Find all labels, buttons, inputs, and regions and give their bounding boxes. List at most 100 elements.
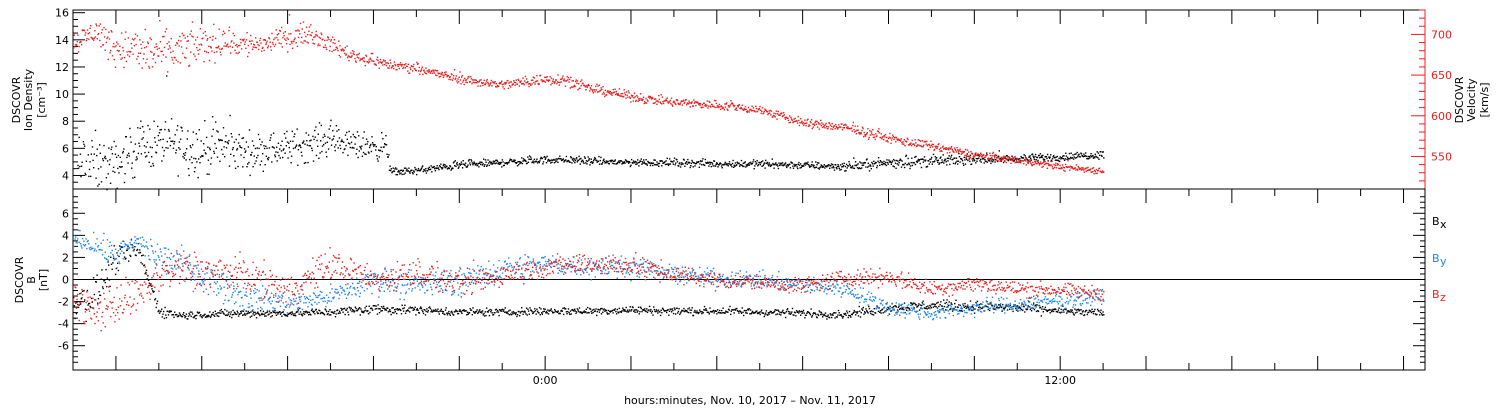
velocity-point: [747, 106, 750, 109]
velocity-point: [128, 55, 131, 58]
velocity-point: [116, 49, 119, 52]
bx-point: [214, 310, 216, 312]
velocity-point: [167, 48, 169, 50]
velocity-point: [242, 39, 244, 41]
bx-point: [246, 312, 249, 314]
density-point: [1100, 154, 1103, 157]
density-point: [764, 167, 766, 169]
velocity-point: [319, 44, 321, 47]
bx-point: [476, 309, 478, 311]
density-point: [854, 164, 856, 167]
bx-point: [797, 310, 799, 313]
velocity-point: [465, 79, 468, 81]
velocity-point: [895, 141, 897, 143]
bx-point: [501, 308, 504, 311]
density-point: [291, 130, 293, 133]
density-point: [263, 147, 266, 150]
density-point: [207, 159, 210, 161]
density-point: [221, 148, 223, 151]
velocity-point: [220, 48, 223, 50]
velocity-point: [636, 96, 639, 98]
bx-point: [987, 308, 989, 311]
velocity-point: [364, 64, 366, 67]
density-point: [228, 165, 231, 167]
velocity-point: [906, 141, 908, 143]
density-point: [928, 163, 930, 165]
density-point: [542, 163, 544, 165]
bx-point: [420, 307, 423, 309]
velocity-point: [1048, 163, 1050, 166]
velocity-point: [118, 50, 120, 52]
velocity-point: [165, 28, 168, 30]
bx-point: [208, 315, 210, 317]
density-point: [335, 144, 337, 146]
velocity-point: [696, 101, 698, 103]
bx-point: [220, 308, 223, 311]
density-point: [462, 160, 464, 162]
bx-point: [802, 311, 804, 313]
density-point: [971, 158, 973, 160]
velocity-point: [937, 143, 939, 146]
bx-point: [793, 314, 795, 316]
density-point: [1083, 153, 1085, 155]
velocity-point: [739, 107, 742, 110]
velocity-point: [451, 79, 454, 81]
density-point: [652, 162, 655, 164]
velocity-point: [445, 74, 448, 76]
velocity-point: [776, 113, 779, 115]
velocity-point: [955, 149, 957, 152]
velocity-point: [947, 149, 950, 151]
bx-point: [224, 308, 226, 311]
velocity-point: [775, 110, 778, 112]
velocity-point: [801, 120, 803, 122]
velocity-point: [889, 132, 891, 135]
density-point: [219, 160, 221, 163]
velocity-point: [261, 50, 263, 52]
bx-point: [218, 312, 221, 314]
velocity-point: [843, 127, 845, 129]
density-point: [973, 160, 976, 162]
velocity-point: [317, 44, 319, 47]
density-point: [580, 157, 582, 160]
velocity-point: [727, 105, 730, 107]
velocity-point: [227, 43, 229, 45]
velocity-point: [142, 41, 144, 43]
density-point: [500, 161, 502, 164]
bx-point: [324, 308, 326, 310]
density-point: [442, 164, 444, 167]
density-point: [404, 172, 406, 174]
density-point: [1102, 151, 1104, 153]
density-point: [379, 149, 382, 152]
velocity-point: [382, 59, 385, 61]
density-point: [1057, 160, 1060, 162]
velocity-point: [464, 79, 467, 81]
density-point: [281, 140, 283, 142]
bx-point: [531, 310, 533, 313]
bx-point: [937, 301, 939, 304]
bx-point: [168, 311, 170, 313]
velocity-point: [496, 86, 498, 88]
bx-point: [188, 312, 190, 315]
density-point: [894, 159, 896, 162]
velocity-point: [176, 43, 179, 45]
density-point: [399, 169, 402, 172]
bx-point: [157, 310, 159, 313]
velocity-point: [666, 100, 668, 102]
density-point: [350, 141, 353, 144]
velocity-point: [454, 78, 456, 80]
velocity-point: [843, 124, 845, 126]
density-point: [823, 164, 825, 166]
velocity-point: [142, 58, 145, 60]
bx-point: [740, 312, 743, 314]
velocity-point: [95, 23, 97, 25]
density-point: [192, 131, 194, 133]
velocity-point: [160, 50, 162, 53]
density-point: [772, 163, 775, 166]
density-point: [845, 163, 848, 166]
velocity-point: [456, 80, 458, 82]
velocity-point: [421, 68, 423, 70]
velocity-point: [754, 111, 756, 113]
velocity-point: [1074, 167, 1076, 169]
density-point: [796, 166, 798, 168]
velocity-point: [475, 79, 477, 81]
